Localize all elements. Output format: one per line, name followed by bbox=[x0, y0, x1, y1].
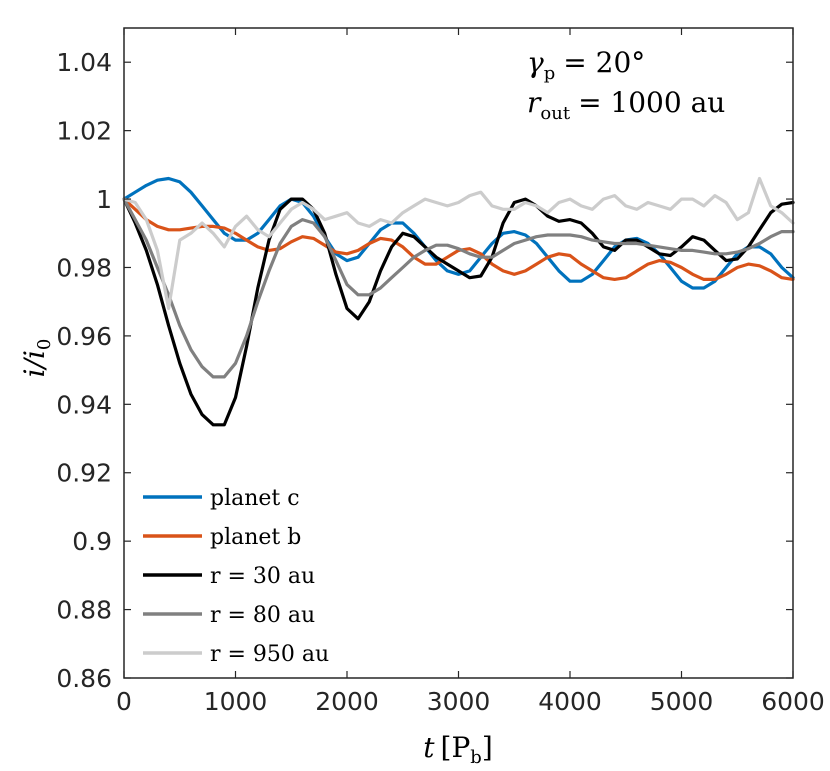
legend-label-r-80: r = 80 au bbox=[210, 603, 315, 628]
y-tick-label: 0.88 bbox=[56, 596, 112, 625]
legend: planet c planet b r = 30 au r = 80 au r … bbox=[143, 486, 329, 667]
x-tick-label: 2000 bbox=[315, 687, 379, 716]
legend-label-planet-c: planet c bbox=[210, 486, 300, 511]
y-tick-labels: 0.86 0.88 0.9 0.92 0.94 0.96 0.98 1 1.02 1.04 bbox=[56, 48, 112, 693]
legend-label-r-30: r = 30 au bbox=[210, 564, 315, 589]
x-axis-label: t [Pb] bbox=[423, 731, 493, 768]
x-axis-label-var: t bbox=[423, 731, 435, 764]
series-line-planet-c bbox=[122, 176, 795, 290]
y-tick-label: 0.92 bbox=[56, 459, 112, 488]
x-tick-label: 4000 bbox=[538, 687, 602, 716]
y-tick-label: 1.02 bbox=[56, 117, 112, 146]
x-tick-label: 6000 bbox=[761, 687, 825, 716]
series-line-r-30-au bbox=[122, 197, 795, 427]
series-layer bbox=[122, 176, 795, 427]
axes-box bbox=[123, 27, 794, 679]
x-axis-label-unit-sub: b bbox=[470, 747, 482, 768]
annotation-r-out: rout = 1000 au bbox=[527, 86, 725, 124]
y-axis-label-sub: 0 bbox=[34, 339, 55, 350]
x-tick-label: 0 bbox=[116, 687, 132, 716]
y-axis-label-var: i/i bbox=[18, 350, 51, 377]
y-tick-label: 0.94 bbox=[56, 390, 112, 419]
y-tick-label: 0.98 bbox=[56, 253, 112, 282]
y-tick-label: 1 bbox=[96, 185, 112, 214]
y-tick-label: 0.96 bbox=[56, 322, 112, 351]
y-axis-label: i/i0 bbox=[18, 339, 55, 378]
y-tick-label: 1.04 bbox=[56, 48, 112, 77]
x-tick-label: 1000 bbox=[204, 687, 268, 716]
annotation-gamma-p: γp = 20° bbox=[527, 46, 645, 84]
legend-label-r-950: r = 950 au bbox=[210, 642, 329, 667]
x-tick-label: 5000 bbox=[650, 687, 714, 716]
x-axis-label-unit: P bbox=[451, 731, 470, 764]
y-tick-label: 0.9 bbox=[72, 527, 112, 556]
series-line-r-80-au bbox=[122, 197, 795, 379]
x-tick-labels: 0 1000 2000 3000 4000 5000 6000 bbox=[116, 687, 825, 716]
series-line-r-950-au bbox=[122, 176, 795, 311]
y-tick-label: 0.86 bbox=[56, 664, 112, 693]
legend-label-planet-b: planet b bbox=[210, 525, 301, 550]
x-tick-label: 3000 bbox=[427, 687, 491, 716]
plot-area bbox=[124, 28, 793, 678]
